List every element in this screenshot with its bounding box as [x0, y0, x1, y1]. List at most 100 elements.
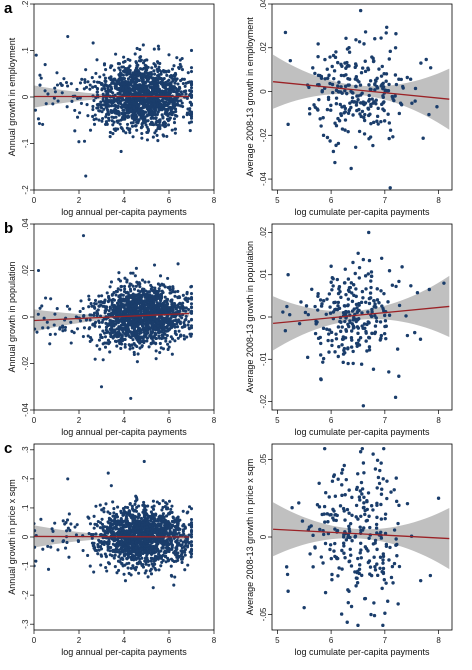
data-point [94, 504, 98, 508]
data-point [146, 303, 150, 308]
data-point [351, 361, 355, 366]
data-point [361, 257, 366, 262]
data-point [124, 291, 128, 295]
data-point [288, 58, 293, 63]
data-point [325, 135, 330, 140]
data-point [125, 522, 129, 527]
data-point [92, 526, 96, 530]
x-tick-label: 2 [77, 416, 82, 425]
data-point [333, 160, 337, 165]
data-point [382, 108, 386, 113]
data-point [89, 336, 93, 340]
data-point [99, 532, 103, 536]
data-point [134, 78, 138, 82]
y-tick-label: -.02 [21, 356, 30, 370]
data-point [188, 80, 192, 84]
data-point [176, 99, 180, 103]
data-point [405, 333, 410, 338]
data-point [354, 302, 359, 307]
data-point [128, 502, 132, 506]
data-point [344, 329, 349, 333]
data-point [391, 96, 395, 101]
data-point [86, 553, 90, 558]
data-point [160, 108, 164, 112]
data-point [160, 508, 164, 512]
data-point [166, 123, 171, 127]
data-point [134, 60, 138, 64]
data-point [114, 322, 118, 326]
data-point [70, 99, 74, 103]
data-point [98, 526, 102, 530]
data-point [152, 78, 156, 82]
data-point [78, 319, 83, 323]
data-point [108, 98, 112, 103]
y-tick-label: .02 [21, 264, 30, 276]
data-point [165, 334, 169, 338]
data-point [124, 334, 128, 338]
data-point [169, 326, 173, 330]
data-point [149, 287, 153, 291]
data-point [367, 348, 372, 352]
data-point [149, 341, 153, 345]
data-point [330, 288, 334, 292]
data-point [318, 298, 323, 302]
y-tick-label: -.04 [21, 403, 30, 417]
data-point [343, 106, 348, 111]
data-point [63, 325, 68, 329]
data-point [101, 300, 105, 304]
data-point [131, 135, 135, 139]
data-point [327, 350, 331, 354]
data-point [137, 104, 141, 108]
data-point [133, 502, 137, 506]
data-point [347, 50, 352, 54]
data-point [133, 554, 137, 558]
data-point [104, 120, 108, 124]
data-point [130, 124, 135, 128]
data-point [165, 502, 169, 506]
data-point [173, 329, 177, 333]
data-layer [273, 8, 450, 190]
data-point [366, 310, 370, 314]
data-point [365, 349, 369, 353]
data-point [48, 342, 52, 346]
data-point [145, 330, 149, 334]
data-point [150, 505, 154, 509]
data-point [102, 506, 106, 510]
data-point [133, 52, 137, 56]
data-point [148, 85, 152, 89]
data-point [375, 298, 380, 302]
data-point [388, 49, 392, 54]
data-point [131, 338, 135, 342]
data-point [150, 81, 154, 85]
data-point [364, 287, 368, 291]
data-point [139, 107, 143, 111]
data-point [118, 122, 122, 126]
data-point [372, 120, 376, 125]
data-point [168, 105, 172, 109]
data-point [331, 284, 335, 288]
data-point [140, 101, 144, 105]
data-point [143, 299, 147, 303]
data-point [158, 316, 162, 320]
y-tick-label: .1 [21, 47, 30, 54]
data-point [120, 539, 124, 543]
data-point [325, 327, 329, 331]
data-point [151, 507, 156, 511]
data-point [325, 107, 330, 112]
data-point [351, 260, 355, 265]
data-point [173, 131, 177, 135]
data-point [154, 341, 158, 345]
data-point [118, 333, 122, 337]
data-point [351, 113, 355, 117]
data-point [173, 104, 177, 108]
data-point [156, 306, 160, 310]
data-point [167, 323, 171, 327]
data-point [134, 568, 138, 572]
data-point [150, 546, 154, 550]
data-point [116, 110, 120, 114]
data-point [172, 64, 176, 68]
data-point [92, 514, 96, 518]
data-point [165, 134, 169, 138]
data-point [88, 522, 93, 526]
